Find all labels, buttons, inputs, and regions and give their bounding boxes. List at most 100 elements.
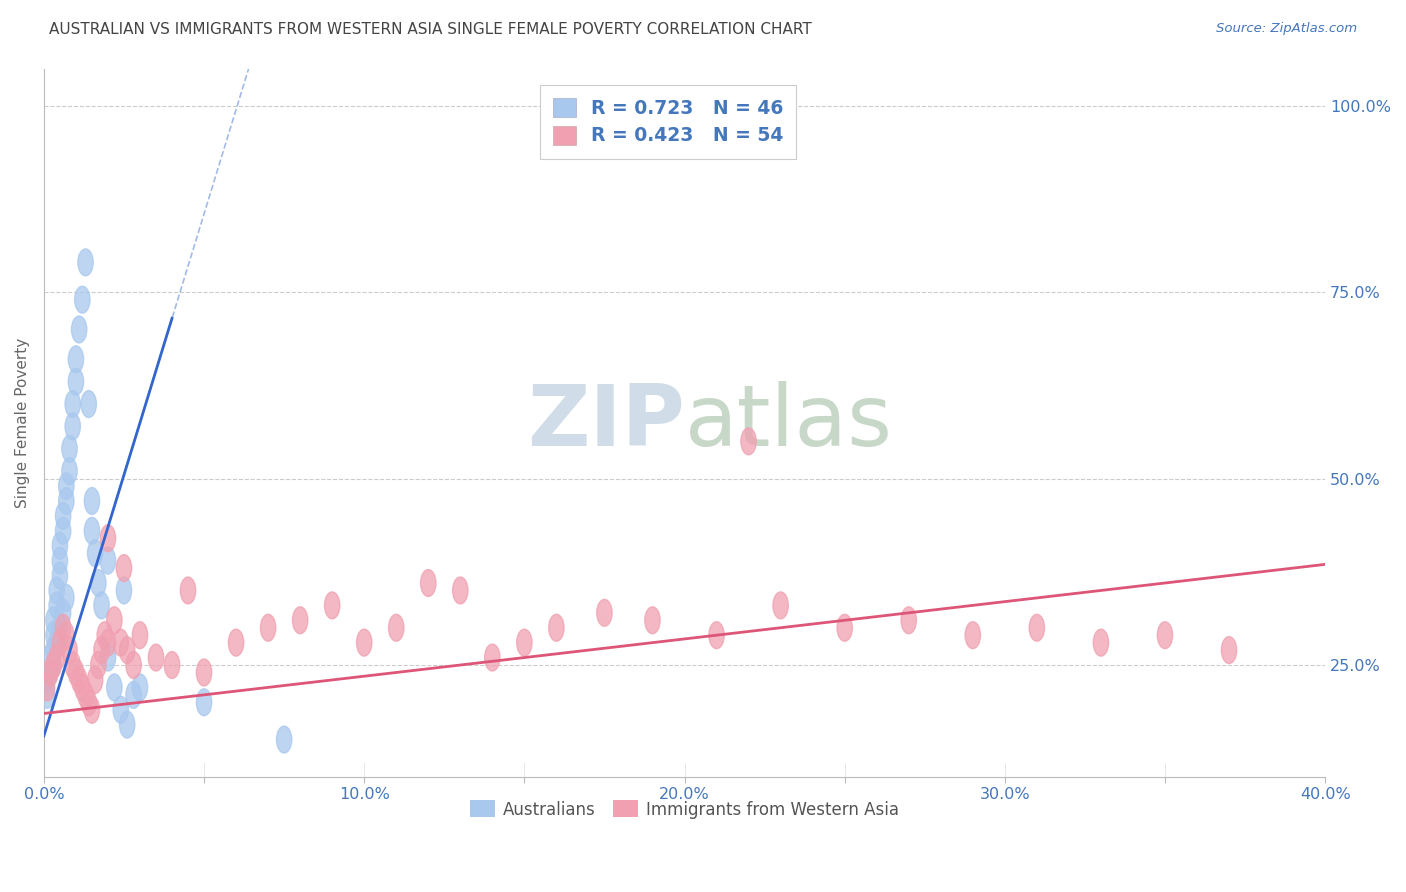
Ellipse shape: [82, 689, 97, 715]
Ellipse shape: [39, 681, 55, 708]
Ellipse shape: [42, 659, 58, 686]
Ellipse shape: [117, 577, 132, 604]
Ellipse shape: [107, 674, 122, 701]
Ellipse shape: [49, 592, 65, 619]
Ellipse shape: [87, 666, 103, 693]
Ellipse shape: [62, 637, 77, 664]
Ellipse shape: [485, 644, 501, 671]
Ellipse shape: [46, 651, 62, 679]
Ellipse shape: [77, 681, 93, 708]
Ellipse shape: [180, 577, 195, 604]
Ellipse shape: [100, 644, 115, 671]
Ellipse shape: [52, 547, 67, 574]
Ellipse shape: [1157, 622, 1173, 648]
Ellipse shape: [97, 622, 112, 648]
Ellipse shape: [49, 577, 65, 604]
Ellipse shape: [69, 346, 83, 373]
Ellipse shape: [62, 435, 77, 462]
Ellipse shape: [59, 622, 75, 648]
Ellipse shape: [837, 615, 852, 641]
Ellipse shape: [84, 697, 100, 723]
Ellipse shape: [46, 622, 62, 648]
Ellipse shape: [1029, 615, 1045, 641]
Ellipse shape: [52, 533, 67, 559]
Ellipse shape: [709, 622, 724, 648]
Ellipse shape: [82, 391, 97, 417]
Ellipse shape: [1094, 629, 1108, 657]
Ellipse shape: [94, 592, 110, 619]
Ellipse shape: [596, 599, 612, 626]
Ellipse shape: [49, 644, 65, 671]
Ellipse shape: [388, 615, 404, 641]
Ellipse shape: [52, 562, 67, 589]
Legend: Australians, Immigrants from Western Asia: Australians, Immigrants from Western Asi…: [464, 794, 905, 825]
Ellipse shape: [773, 592, 789, 619]
Ellipse shape: [90, 651, 105, 679]
Ellipse shape: [39, 674, 55, 701]
Ellipse shape: [46, 607, 62, 633]
Ellipse shape: [77, 249, 93, 276]
Ellipse shape: [228, 629, 243, 657]
Ellipse shape: [548, 615, 564, 641]
Ellipse shape: [69, 368, 83, 395]
Text: ZIP: ZIP: [527, 381, 685, 464]
Ellipse shape: [72, 316, 87, 343]
Ellipse shape: [55, 502, 70, 529]
Ellipse shape: [52, 615, 67, 641]
Text: atlas: atlas: [685, 381, 893, 464]
Ellipse shape: [46, 637, 62, 664]
Ellipse shape: [516, 629, 531, 657]
Ellipse shape: [65, 651, 80, 679]
Ellipse shape: [117, 555, 132, 582]
Ellipse shape: [55, 599, 70, 626]
Ellipse shape: [65, 391, 80, 417]
Ellipse shape: [65, 413, 80, 440]
Ellipse shape: [165, 651, 180, 679]
Ellipse shape: [72, 666, 87, 693]
Ellipse shape: [59, 473, 75, 500]
Ellipse shape: [260, 615, 276, 641]
Ellipse shape: [645, 607, 661, 633]
Ellipse shape: [90, 570, 105, 597]
Ellipse shape: [901, 607, 917, 633]
Ellipse shape: [39, 666, 55, 693]
Ellipse shape: [112, 697, 128, 723]
Ellipse shape: [87, 540, 103, 566]
Text: Source: ZipAtlas.com: Source: ZipAtlas.com: [1216, 22, 1357, 36]
Ellipse shape: [100, 524, 115, 552]
Ellipse shape: [120, 637, 135, 664]
Ellipse shape: [107, 607, 122, 633]
Ellipse shape: [741, 428, 756, 455]
Y-axis label: Single Female Poverty: Single Female Poverty: [15, 337, 30, 508]
Ellipse shape: [59, 584, 75, 611]
Ellipse shape: [49, 629, 65, 657]
Ellipse shape: [1222, 637, 1237, 664]
Ellipse shape: [132, 674, 148, 701]
Ellipse shape: [127, 651, 141, 679]
Ellipse shape: [148, 644, 163, 671]
Ellipse shape: [55, 615, 70, 641]
Ellipse shape: [112, 629, 128, 657]
Ellipse shape: [52, 629, 67, 657]
Ellipse shape: [59, 488, 75, 515]
Ellipse shape: [94, 637, 110, 664]
Ellipse shape: [453, 577, 468, 604]
Ellipse shape: [100, 629, 115, 657]
Ellipse shape: [277, 726, 292, 753]
Ellipse shape: [42, 659, 58, 686]
Ellipse shape: [46, 651, 62, 679]
Ellipse shape: [62, 458, 77, 484]
Ellipse shape: [197, 689, 212, 715]
Ellipse shape: [197, 659, 212, 686]
Ellipse shape: [420, 570, 436, 597]
Ellipse shape: [357, 629, 373, 657]
Ellipse shape: [132, 622, 148, 648]
Ellipse shape: [84, 517, 100, 544]
Text: AUSTRALIAN VS IMMIGRANTS FROM WESTERN ASIA SINGLE FEMALE POVERTY CORRELATION CHA: AUSTRALIAN VS IMMIGRANTS FROM WESTERN AS…: [49, 22, 811, 37]
Ellipse shape: [69, 659, 83, 686]
Ellipse shape: [100, 547, 115, 574]
Ellipse shape: [325, 592, 340, 619]
Ellipse shape: [965, 622, 980, 648]
Ellipse shape: [75, 286, 90, 313]
Ellipse shape: [127, 681, 141, 708]
